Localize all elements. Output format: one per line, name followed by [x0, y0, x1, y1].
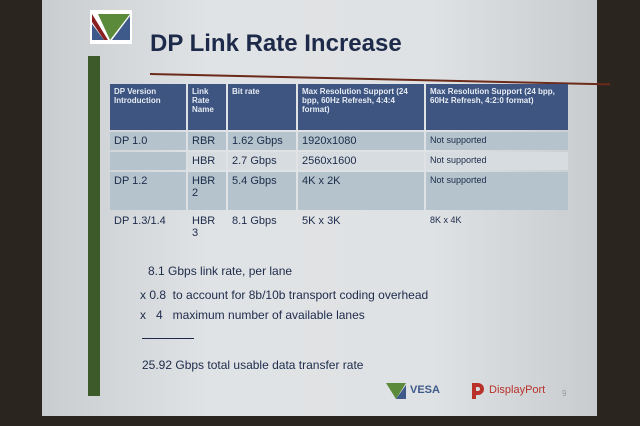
displayport-label: DisplayPort — [489, 384, 546, 396]
header-res-420: Max Resolution Support (24 bpp, 60Hz Ref… — [426, 84, 568, 130]
cell: 1920x1080 — [298, 132, 424, 150]
cell: 8K x 4K — [430, 215, 462, 225]
calc-result: 25.92 Gbps total usable data transfer ra… — [142, 358, 364, 372]
cell: Not supported — [426, 172, 568, 210]
table-row: DP 1.3/1.4 HBR 3 8.1 Gbps 5K x 3K 8K x 4K — [110, 212, 568, 250]
table-row: DP 1.0 RBR 1.62 Gbps 1920x1080 Not supported — [110, 132, 568, 150]
left-accent-bar — [88, 56, 100, 396]
table-row: HBR 2.7 Gbps 2560x1600 Not supported — [110, 152, 568, 170]
link-rate-table: DP Version Introduction Link Rate Name B… — [108, 82, 570, 252]
cell: 2.7 Gbps — [228, 152, 296, 170]
cell: 5.4 Gbps — [228, 172, 296, 210]
header-version: DP Version Introduction — [110, 84, 186, 130]
table-row: DP 1.2 HBR 2 5.4 Gbps 4K x 2K Not supported — [110, 172, 568, 210]
cell — [110, 152, 186, 170]
cell: DP 1.3/1.4 — [114, 215, 166, 227]
cell: HBR 3 — [192, 215, 216, 239]
calc-line-3: x 4 maximum number of available lanes — [140, 308, 365, 322]
cell: DP 1.2 — [110, 172, 186, 210]
cell: Not supported — [426, 152, 568, 170]
cell: HBR — [188, 152, 226, 170]
cell: Not supported — [426, 132, 568, 150]
vesa-small-logo-icon — [386, 383, 406, 399]
displayport-logo-icon — [472, 383, 484, 399]
slide: DP Link Rate Increase DP Version Introdu… — [42, 0, 610, 416]
table-header-row: DP Version Introduction Link Rate Name B… — [110, 84, 568, 130]
slide-title: DP Link Rate Increase — [150, 30, 402, 57]
calc-line-2: x 0.8 to account for 8b/10b transport co… — [140, 288, 429, 302]
header-link-rate: Link Rate Name — [188, 84, 226, 130]
cell: 5K x 3K — [302, 215, 341, 227]
cell: 1.62 Gbps — [228, 132, 296, 150]
cell: 2560x1600 — [298, 152, 424, 170]
vesa-label: VESA — [410, 384, 440, 396]
cell: DP 1.0 — [110, 132, 186, 150]
calc-line-1: 8.1 Gbps link rate, per lane — [148, 264, 293, 278]
vesa-logo-icon — [90, 10, 132, 44]
sum-line — [142, 338, 194, 339]
cell: 4K x 2K — [298, 172, 424, 210]
header-bit-rate: Bit rate — [228, 84, 296, 130]
page-number: 9 — [562, 389, 567, 398]
cell: 8.1 Gbps — [232, 215, 277, 227]
cell: HBR 2 — [188, 172, 226, 210]
cell: RBR — [188, 132, 226, 150]
header-res-444: Max Resolution Support (24 bpp, 60Hz Ref… — [298, 84, 424, 130]
